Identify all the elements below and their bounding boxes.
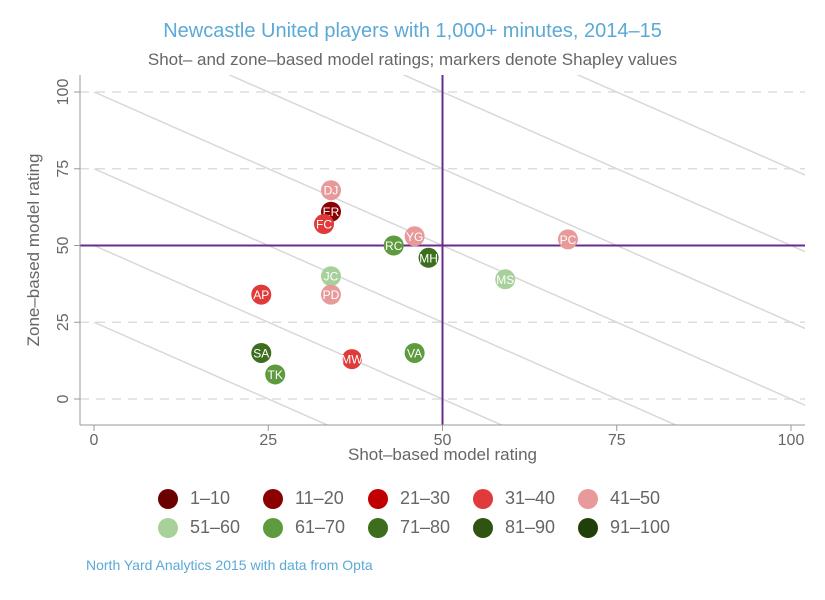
point-marker [404, 342, 425, 363]
iso-line [576, 75, 805, 176]
point-label: SA [253, 346, 269, 360]
point-marker [557, 229, 578, 250]
legend-label: 81–90 [505, 517, 556, 537]
legend-label: 91–100 [610, 517, 671, 537]
legend-swatch [473, 517, 493, 538]
point-label: MW [341, 353, 363, 367]
data-point-fc: FC [314, 214, 335, 235]
x-tick-label: 25 [259, 432, 277, 449]
iso-line [93, 91, 805, 406]
y-tick-label: 75 [55, 160, 72, 178]
legend-swatch [578, 488, 598, 509]
legend-swatch [578, 517, 598, 538]
data-point-ms: MS [495, 269, 516, 290]
point-label: PD [323, 288, 340, 302]
point-label: DJ [324, 184, 339, 198]
x-axis-label: Shot–based model rating [347, 445, 538, 464]
y-tick-label: 50 [55, 237, 72, 255]
legend-item: 61–70 [263, 517, 345, 538]
legend-item: 1–10 [158, 488, 230, 509]
y-tick-label: 0 [55, 394, 72, 403]
point-label: YG [406, 230, 423, 244]
point-label: AP [253, 288, 269, 302]
chart-subtitle: Shot– and zone–based model ratings; mark… [147, 50, 678, 69]
source-note: North Yard Analytics 2015 with data from… [86, 557, 373, 573]
point-marker [383, 235, 404, 256]
y-tick-label: 100 [55, 79, 72, 106]
point-marker [265, 364, 286, 385]
data-point-ap: AP [251, 284, 272, 305]
data-point-dj: DJ [320, 180, 341, 201]
point-label: MH [419, 251, 438, 265]
legend-item: 71–80 [368, 517, 450, 538]
data-point-pc: PC [557, 229, 578, 250]
plot-content [80, 75, 805, 425]
point-marker [404, 226, 425, 247]
point-marker [495, 269, 516, 290]
legend-item: 41–50 [578, 488, 660, 509]
legend-label: 41–50 [610, 488, 661, 508]
data-point-va: VA [404, 342, 425, 363]
legend-item: 11–20 [263, 488, 344, 509]
point-label: PC [560, 233, 577, 247]
x-tick-label: 50 [434, 432, 452, 449]
point-label: RC [385, 239, 403, 253]
legend-item: 81–90 [473, 517, 555, 538]
x-tick-label: 0 [90, 432, 99, 449]
data-point-mw: MW [341, 349, 363, 370]
legend-item: 21–30 [368, 488, 450, 509]
legend-label: 31–40 [505, 488, 556, 508]
point-marker [418, 247, 439, 268]
legend-swatch [368, 488, 388, 509]
point-label: MS [496, 273, 514, 287]
point-marker [341, 349, 362, 370]
legend-swatch [263, 488, 283, 509]
data-point-yg: YG [404, 226, 425, 247]
point-label: VA [407, 346, 422, 360]
point-marker [251, 284, 272, 305]
iso-line [93, 168, 678, 425]
point-label: FC [316, 218, 332, 232]
legend-swatch [158, 488, 178, 509]
iso-line [93, 244, 504, 425]
data-point-sa: SA [251, 342, 272, 363]
point-marker [251, 342, 272, 363]
data-point-pd: PD [320, 284, 341, 305]
iso-line [93, 321, 330, 425]
legend-swatch [263, 517, 283, 538]
point-marker [320, 266, 341, 287]
legend-label: 71–80 [400, 517, 451, 537]
legend-item: 51–60 [158, 517, 240, 538]
legend-item: 91–100 [578, 517, 670, 538]
legend-label: 1–10 [190, 488, 231, 508]
y-axis-label: Zone–based model rating [24, 153, 43, 347]
legend-label: 61–70 [295, 517, 346, 537]
legend-item: 31–40 [473, 488, 555, 509]
data-point-mh: MH [418, 247, 439, 268]
legend-swatch [473, 488, 493, 509]
data-point-rc: RC [383, 235, 404, 256]
point-marker [314, 214, 335, 235]
point-marker [320, 284, 341, 305]
legend-label: 51–60 [190, 517, 241, 537]
legend-swatch [158, 517, 178, 538]
iso-line [227, 75, 805, 330]
legend-swatch [368, 517, 388, 538]
data-point-jc: JC [320, 266, 341, 287]
point-label: JC [324, 270, 339, 284]
y-tick-label: 25 [55, 313, 72, 331]
legend-label: 21–30 [400, 488, 451, 508]
chart-title: Newcastle United players with 1,000+ min… [163, 20, 662, 42]
x-tick-label: 100 [778, 432, 805, 449]
data-point-tk: TK [265, 364, 286, 385]
x-tick-label: 75 [608, 432, 626, 449]
point-marker [320, 180, 341, 201]
iso-line [402, 75, 805, 253]
point-label: TK [268, 368, 283, 382]
legend-label: 11–20 [295, 488, 344, 508]
